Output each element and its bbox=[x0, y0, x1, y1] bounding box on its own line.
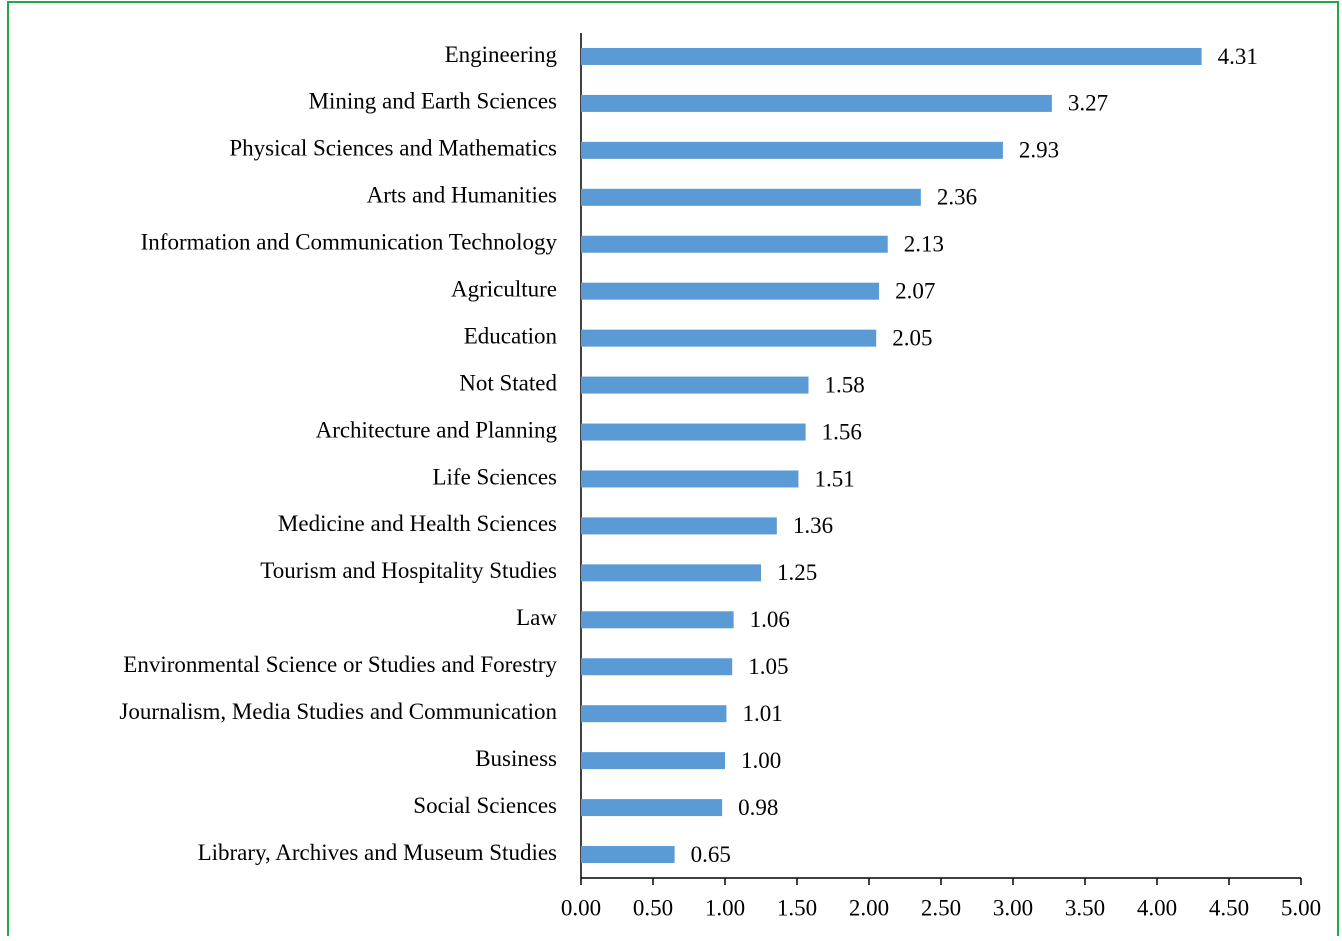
y-tick-label: Life Sciences bbox=[432, 464, 557, 489]
y-tick-label: Education bbox=[464, 323, 558, 348]
bar bbox=[581, 799, 723, 817]
y-tick-label: Social Sciences bbox=[413, 793, 557, 818]
y-tick-label: Architecture and Planning bbox=[316, 417, 558, 442]
value-label: 4.31 bbox=[1218, 44, 1258, 69]
x-tick-label: 4.00 bbox=[1137, 895, 1177, 920]
bar bbox=[581, 282, 880, 300]
bar bbox=[581, 658, 733, 676]
bar bbox=[581, 846, 675, 864]
y-tick-label: Physical Sciences and Mathematics bbox=[229, 136, 557, 161]
y-tick-label: Journalism, Media Studies and Communicat… bbox=[119, 699, 557, 724]
bar bbox=[581, 517, 777, 535]
y-tick-label: Agriculture bbox=[451, 276, 557, 301]
frame bbox=[7, 1, 1339, 941]
y-tick-label: Information and Communication Technology bbox=[141, 230, 558, 255]
x-tick-label: 2.00 bbox=[849, 895, 889, 920]
y-tick-label: Engineering bbox=[445, 42, 558, 67]
bar bbox=[581, 423, 806, 441]
y-tick-label: Medicine and Health Sciences bbox=[278, 511, 557, 536]
x-tick-label: 2.50 bbox=[921, 895, 961, 920]
value-label: 2.05 bbox=[892, 325, 932, 350]
value-label: 2.36 bbox=[937, 185, 977, 210]
y-tick-label: Law bbox=[516, 605, 557, 630]
bar bbox=[581, 564, 761, 582]
x-tick-label: 3.50 bbox=[1065, 895, 1105, 920]
value-label: 1.00 bbox=[741, 748, 781, 773]
bar bbox=[581, 329, 877, 347]
bar bbox=[581, 94, 1052, 112]
value-label: 1.36 bbox=[793, 513, 833, 538]
value-label: 0.65 bbox=[691, 842, 731, 867]
y-tick-label: Arts and Humanities bbox=[367, 183, 557, 208]
value-label: 1.56 bbox=[822, 419, 862, 444]
x-tick-label: 4.50 bbox=[1209, 895, 1249, 920]
x-tick-label: 3.00 bbox=[993, 895, 1033, 920]
value-label: 2.07 bbox=[895, 278, 935, 303]
x-tick-label: 1.00 bbox=[705, 895, 745, 920]
y-tick-label: Mining and Earth Sciences bbox=[309, 89, 558, 114]
bar bbox=[581, 235, 888, 253]
bar bbox=[581, 752, 725, 770]
x-tick-label: 0.00 bbox=[561, 895, 601, 920]
x-tick-label: 5.00 bbox=[1281, 895, 1321, 920]
bar bbox=[581, 376, 809, 394]
bar bbox=[581, 611, 734, 629]
value-label: 2.13 bbox=[904, 232, 944, 257]
bar bbox=[581, 47, 1202, 65]
value-label: 1.06 bbox=[750, 607, 790, 632]
bar bbox=[581, 470, 799, 488]
y-tick-label: Environmental Science or Studies and For… bbox=[123, 652, 557, 677]
value-label: 0.98 bbox=[738, 795, 778, 820]
bar bbox=[581, 141, 1003, 159]
y-tick-label: Business bbox=[475, 746, 557, 771]
bar bbox=[581, 705, 727, 723]
x-tick-label: 0.50 bbox=[633, 895, 673, 920]
y-tick-label: Not Stated bbox=[459, 370, 557, 395]
value-label: 1.51 bbox=[814, 466, 854, 491]
y-tick-label: Library, Archives and Museum Studies bbox=[198, 840, 557, 865]
y-tick-label: Tourism and Hospitality Studies bbox=[260, 558, 557, 583]
value-label: 1.05 bbox=[748, 654, 788, 679]
bar bbox=[581, 188, 921, 206]
value-label: 2.93 bbox=[1019, 138, 1059, 163]
value-label: 3.27 bbox=[1068, 91, 1108, 116]
value-label: 1.58 bbox=[825, 372, 865, 397]
x-tick-label: 1.50 bbox=[777, 895, 817, 920]
value-label: 1.01 bbox=[742, 701, 782, 726]
value-label: 1.25 bbox=[777, 560, 817, 585]
